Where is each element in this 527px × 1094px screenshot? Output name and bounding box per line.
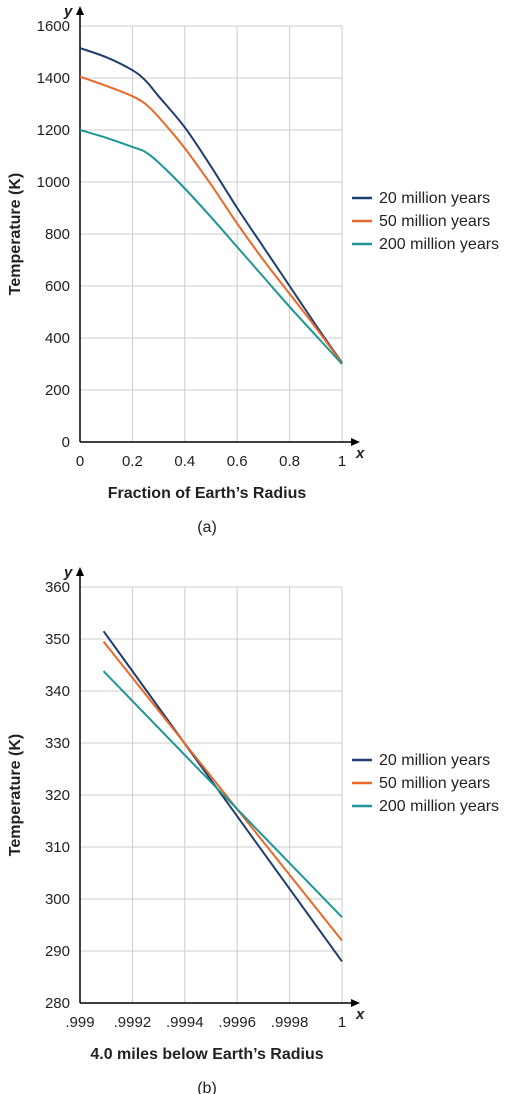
series-line-3 — [102, 670, 343, 918]
y-tick-label: 1600 — [37, 18, 70, 35]
x-axis-arrow — [351, 438, 360, 446]
y-tick-label: 400 — [45, 330, 70, 347]
y-axis-label: Temperature (K) — [7, 173, 24, 295]
y-axis-arrow — [76, 567, 84, 576]
y-tick-label: 310 — [45, 839, 70, 856]
chart-a: x y 0 0.2 0.4 0.6 0.8 1 0 200 400 600 800 1000 1200 140… — [7, 3, 499, 536]
series-line-1 — [102, 630, 343, 962]
y-axis-letter: y — [63, 3, 73, 20]
x-tick-label: 0.4 — [174, 453, 195, 470]
y-tick-label: 1000 — [37, 174, 70, 191]
x-axis-letter: x — [355, 1006, 365, 1023]
series-line-3 — [79, 129, 343, 365]
y-axis-label: Temperature (K) — [7, 734, 24, 856]
y-tick-label: 360 — [45, 579, 70, 596]
legend-label-1: 20 million years — [379, 190, 490, 207]
x-axis-letter: x — [355, 445, 365, 462]
legend-label-2: 50 million years — [379, 775, 490, 792]
y-tick-label: 350 — [45, 631, 70, 648]
y-tick-label: 200 — [45, 382, 70, 399]
x-axis-arrow — [351, 999, 360, 1007]
x-tick-label: .999 — [65, 1014, 94, 1031]
legend-label-2: 50 million years — [379, 213, 490, 230]
x-tick-label: 0 — [76, 453, 84, 470]
series-line-1 — [79, 47, 343, 364]
y-tick-label: 320 — [45, 787, 70, 804]
y-tick-label: 1400 — [37, 70, 70, 87]
y-tick-label: 280 — [45, 995, 70, 1012]
series-line-2 — [102, 640, 343, 942]
y-tick-label: 300 — [45, 891, 70, 908]
chart-caption: (a) — [197, 519, 217, 536]
legend-label-3: 200 million years — [379, 798, 499, 815]
x-axis-label: Fraction of Earth’s Radius — [108, 485, 307, 502]
y-tick-label: 340 — [45, 683, 70, 700]
chart-caption: (b) — [197, 1080, 217, 1094]
y-tick-label: 330 — [45, 735, 70, 752]
y-tick-label: 800 — [45, 226, 70, 243]
y-tick-label: 1200 — [37, 122, 70, 139]
x-tick-label: .9992 — [114, 1014, 152, 1031]
x-tick-label: 1 — [338, 453, 346, 470]
y-axis-letter: y — [63, 564, 73, 581]
legend-label-1: 20 million years — [379, 752, 490, 769]
y-tick-label: 0 — [62, 434, 70, 451]
y-tick-label: 290 — [45, 943, 70, 960]
legend-label-3: 200 million years — [379, 236, 499, 253]
series-line-2 — [79, 75, 343, 364]
x-tick-label: 0.8 — [279, 453, 300, 470]
x-tick-label: 1 — [338, 1014, 346, 1031]
y-axis-arrow — [76, 6, 84, 15]
x-tick-label: .9994 — [166, 1014, 204, 1031]
y-tick-label: 600 — [45, 278, 70, 295]
x-tick-label: 0.2 — [122, 453, 143, 470]
x-axis-label: 4.0 miles below Earth’s Radius — [90, 1046, 323, 1063]
x-tick-label: 0.6 — [227, 453, 248, 470]
x-tick-label: .9998 — [271, 1014, 309, 1031]
chart-b: x y .999 .9992 .9994 .9996 .9998 1 280 290 300 310 3… — [7, 564, 499, 1094]
x-tick-label: .9996 — [218, 1014, 256, 1031]
